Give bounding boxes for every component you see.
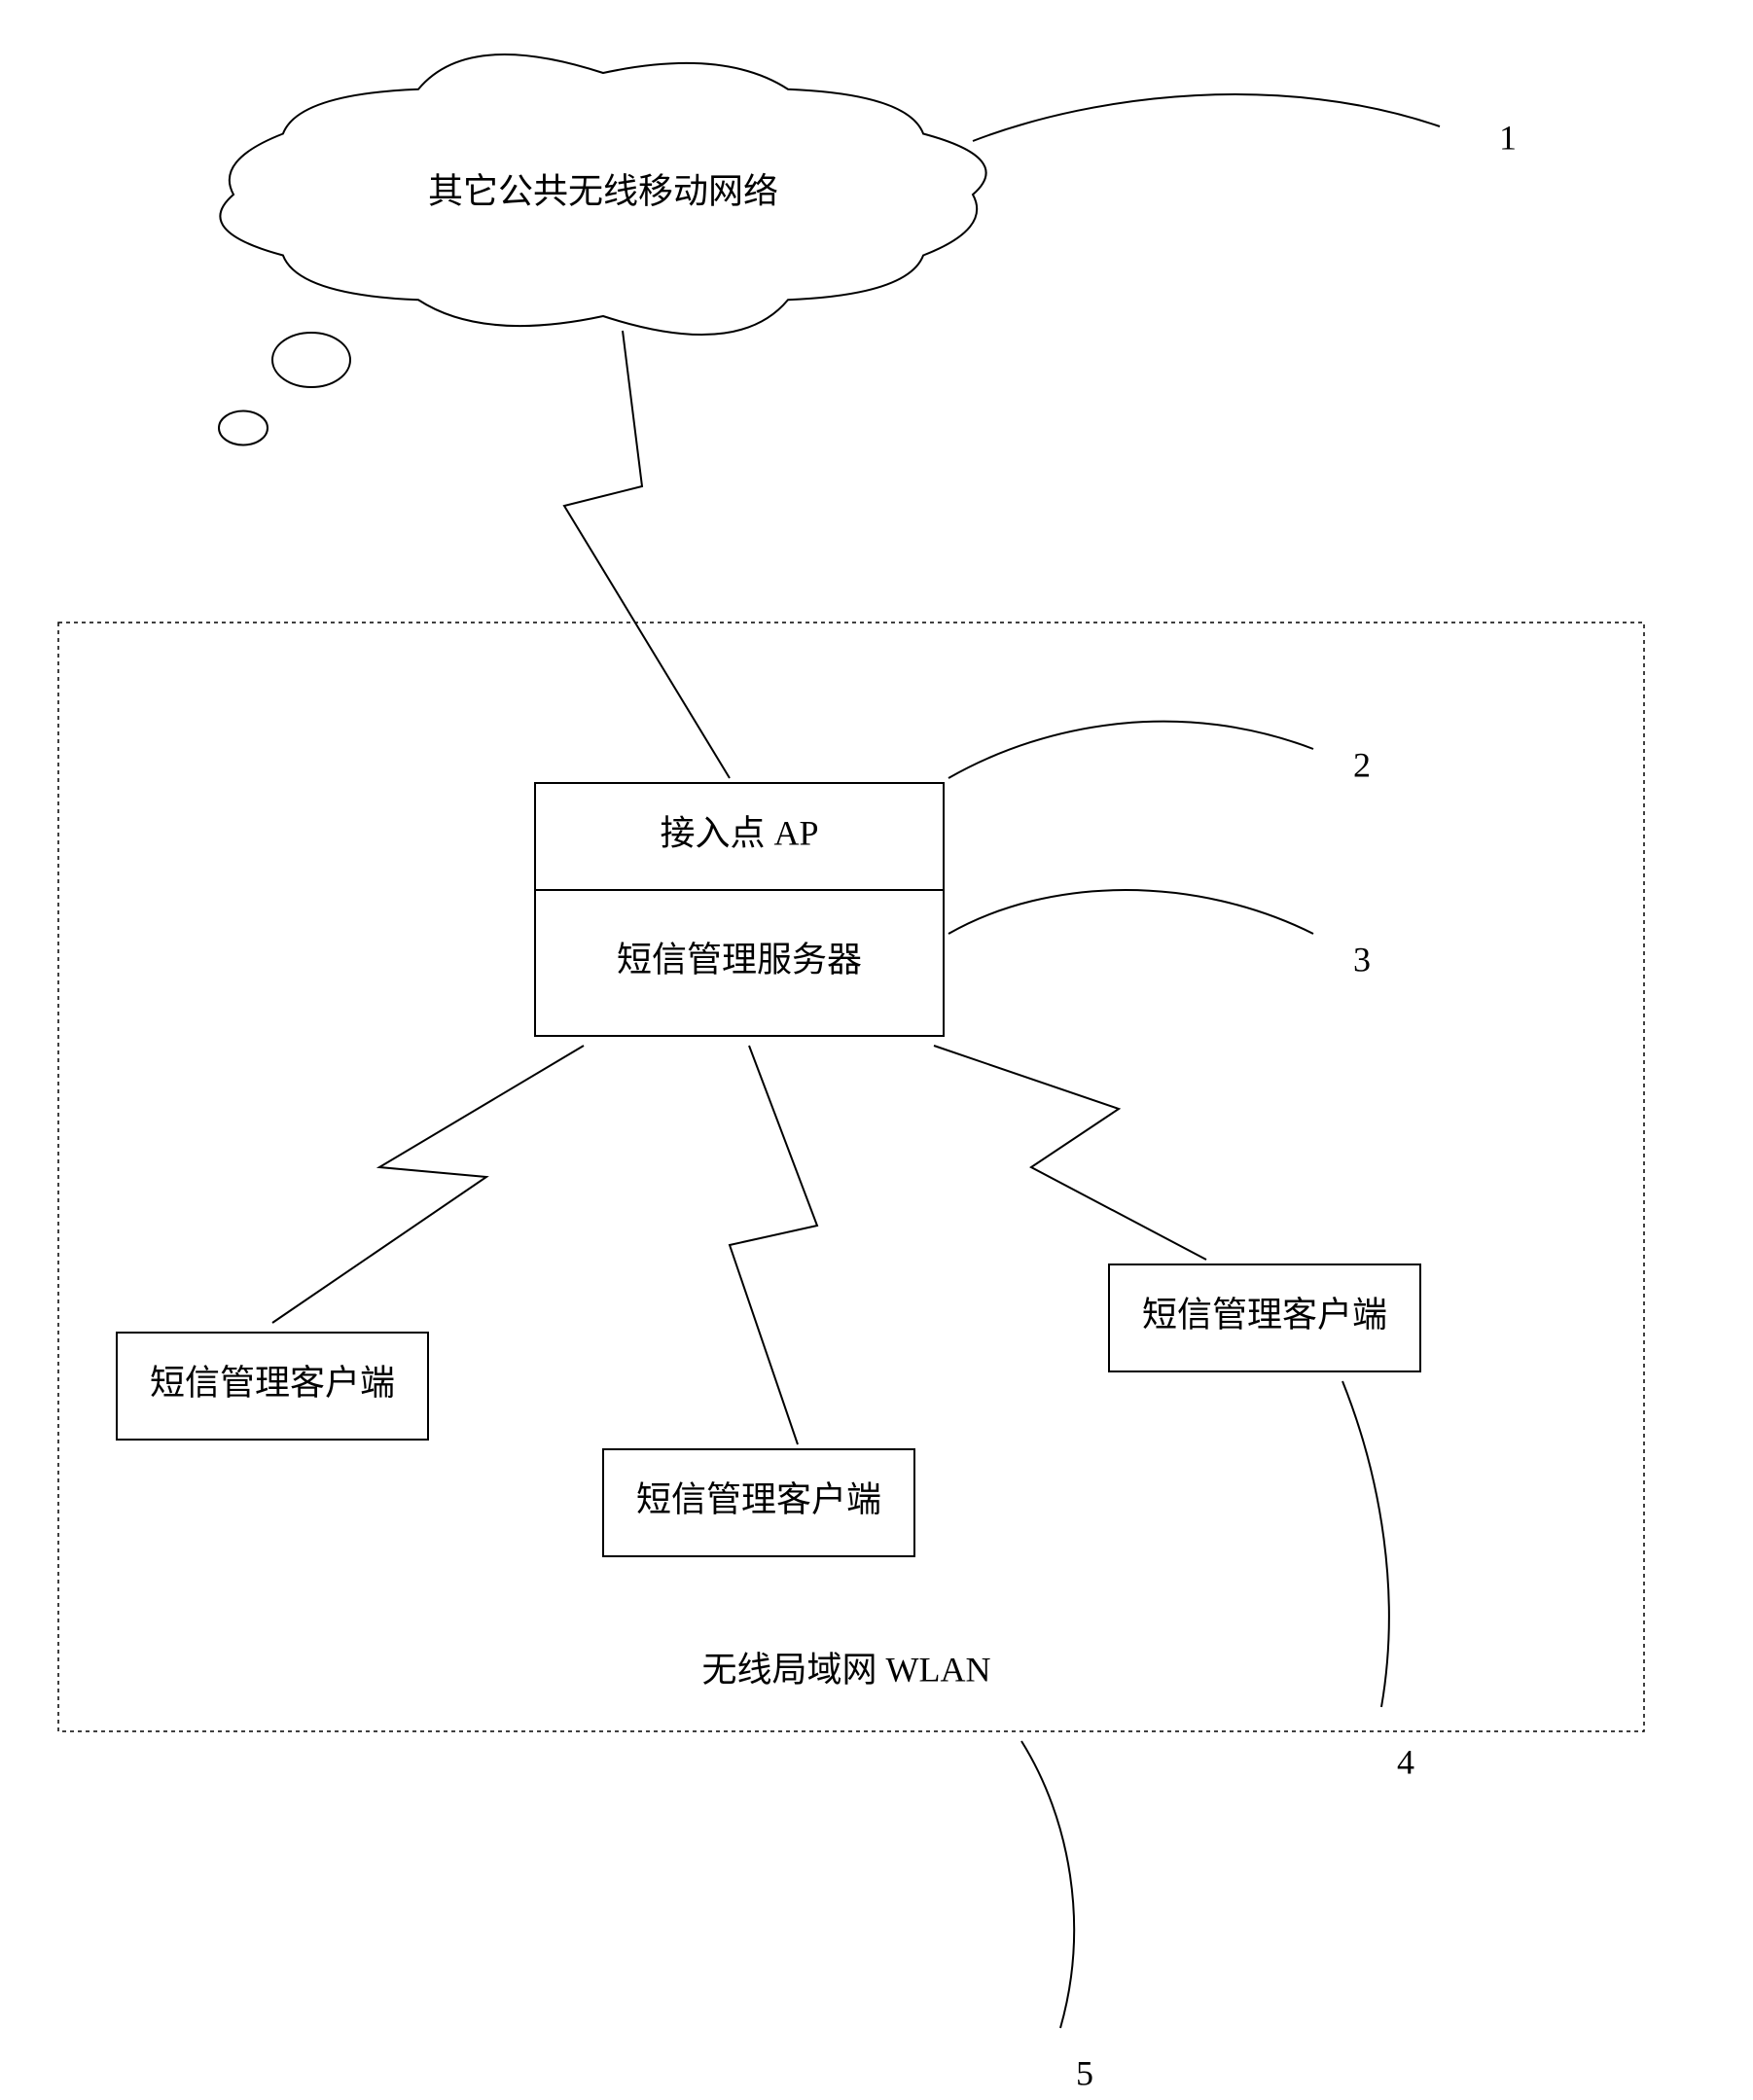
link-cloud-to-ap (564, 331, 730, 778)
svg-text:1: 1 (1499, 118, 1517, 157)
svg-text:4: 4 (1397, 1742, 1414, 1781)
ref-1: 1 (973, 94, 1517, 157)
ref-5: 5 (1021, 1741, 1093, 2092)
svg-text:5: 5 (1076, 2053, 1093, 2092)
link-server-to-client3 (934, 1046, 1206, 1260)
client3-label: 短信管理客户端 (1142, 1295, 1387, 1334)
sms-server-label: 短信管理服务器 (617, 940, 862, 979)
wlan-label: 无线局域网 WLAN (702, 1650, 991, 1689)
ref-3: 3 (948, 890, 1371, 979)
client1-label: 短信管理客户端 (150, 1363, 395, 1402)
ref-2: 2 (948, 722, 1371, 785)
svg-text:2: 2 (1353, 745, 1371, 784)
access-point-label: 接入点 AP (660, 813, 818, 852)
ref-4: 4 (1342, 1381, 1414, 1781)
cloud-label: 其它公共无线移动网络 (428, 171, 778, 210)
public-network-cloud: 其它公共无线移动网络 (219, 54, 986, 445)
link-server-to-client2 (730, 1046, 817, 1444)
link-server-to-client1 (272, 1046, 584, 1323)
svg-text:3: 3 (1353, 940, 1371, 979)
client2-label: 短信管理客户端 (636, 1479, 881, 1518)
